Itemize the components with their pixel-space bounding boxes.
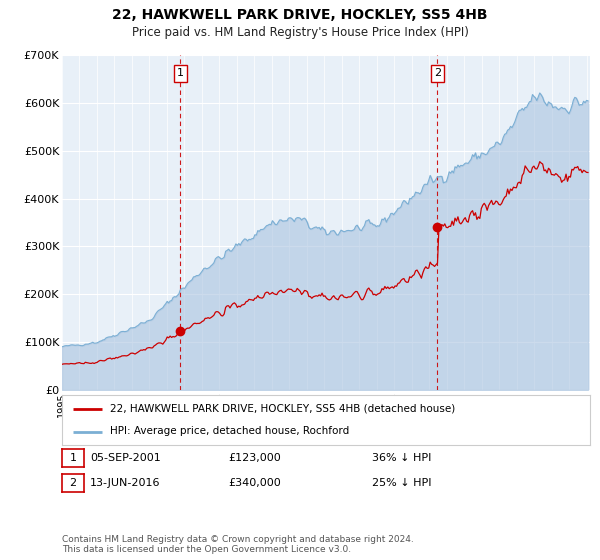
Text: 25% ↓ HPI: 25% ↓ HPI: [372, 478, 431, 488]
Text: £340,000: £340,000: [228, 478, 281, 488]
Text: 1: 1: [177, 68, 184, 78]
Text: 22, HAWKWELL PARK DRIVE, HOCKLEY, SS5 4HB (detached house): 22, HAWKWELL PARK DRIVE, HOCKLEY, SS5 4H…: [110, 404, 455, 413]
Text: 13-JUN-2016: 13-JUN-2016: [90, 478, 161, 488]
Text: 22, HAWKWELL PARK DRIVE, HOCKLEY, SS5 4HB: 22, HAWKWELL PARK DRIVE, HOCKLEY, SS5 4H…: [112, 8, 488, 22]
Text: £123,000: £123,000: [228, 453, 281, 463]
Text: HPI: Average price, detached house, Rochford: HPI: Average price, detached house, Roch…: [110, 427, 349, 436]
Text: 2: 2: [434, 68, 441, 78]
Text: 05-SEP-2001: 05-SEP-2001: [90, 453, 161, 463]
Text: 2: 2: [70, 478, 77, 488]
Text: 1: 1: [70, 453, 77, 463]
Text: 36% ↓ HPI: 36% ↓ HPI: [372, 453, 431, 463]
Text: Price paid vs. HM Land Registry's House Price Index (HPI): Price paid vs. HM Land Registry's House …: [131, 26, 469, 39]
Text: Contains HM Land Registry data © Crown copyright and database right 2024.
This d: Contains HM Land Registry data © Crown c…: [62, 535, 414, 554]
